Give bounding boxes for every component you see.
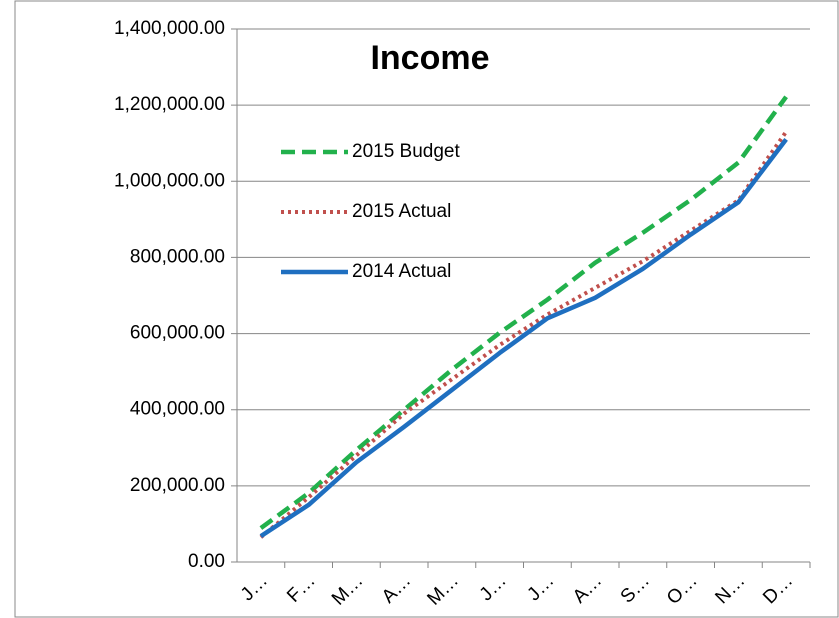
y-tick-label: 0.00 (188, 551, 225, 572)
y-tick-label: 800,000.00 (130, 246, 225, 267)
y-tick-label: 1,400,000.00 (114, 18, 225, 39)
y-tick-label: 1,200,000.00 (114, 94, 225, 115)
chart-title: Income (370, 39, 489, 77)
y-tick-label: 200,000.00 (130, 475, 225, 496)
chart-border (14, 0, 839, 618)
series-line (259, 138, 788, 538)
legend-label: 2015 Budget (352, 141, 460, 162)
y-tick-label: 600,000.00 (130, 323, 225, 344)
legend-label: 2014 Actual (352, 261, 451, 282)
y-tick-label: 400,000.00 (130, 399, 225, 420)
legend-label: 2015 Actual (352, 201, 451, 222)
series-line (259, 95, 788, 530)
y-tick-label: 1,000,000.00 (114, 170, 225, 191)
